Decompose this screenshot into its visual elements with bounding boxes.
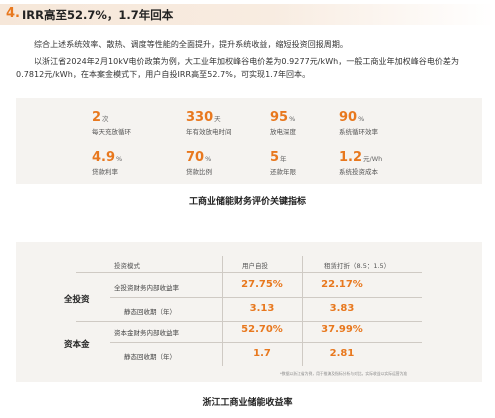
table-caption: 浙江工商业储能收益率 — [202, 398, 293, 408]
metric-label: 放电深度 — [270, 128, 296, 136]
metric-value: 2 — [92, 110, 102, 125]
header-mode: 投资模式 — [114, 262, 140, 270]
group-equity: 资本金 — [64, 340, 90, 350]
row-label: 资本金财务内部收益率 — [114, 329, 179, 337]
metric-efficiency: 90% 系统循环效率 — [339, 110, 378, 136]
cell-lease: 3.83 — [329, 303, 355, 314]
metric-label: 系统投资成本 — [339, 168, 378, 176]
cell-user: 3.13 — [249, 303, 275, 314]
metric-value: 1.2 — [339, 150, 363, 165]
metric-label: 年有效放电时间 — [186, 128, 232, 136]
metrics-panel: 2次 每天充放循环 330天 年有效放电时间 95% 放电深度 90% 系统循环… — [16, 98, 482, 184]
metric-value: 90 — [339, 110, 358, 125]
metric-unit: % — [116, 155, 123, 163]
column-divider — [222, 256, 223, 366]
section-number: 4. — [6, 6, 20, 21]
group-full-investment: 全投资 — [64, 295, 90, 305]
metric-label: 贷款利率 — [92, 168, 118, 176]
cell-user: 1.7 — [253, 348, 271, 359]
metric-discharge-days: 330天 年有效放电时间 — [186, 110, 232, 136]
metric-value: 5 — [270, 150, 280, 165]
metric-value: 4.9 — [92, 150, 116, 165]
column-divider — [302, 256, 303, 366]
cell-lease: 22.17% — [321, 279, 363, 290]
metric-loan-ratio: 70% 贷款比例 — [186, 150, 212, 176]
table-footnote: *数据以浙江省为例，用于推演及指标分析与对比，实际收益以实际运营为准 — [280, 371, 408, 376]
metric-repay-years: 5年 还款年限 — [270, 150, 296, 176]
metric-value: 95 — [270, 110, 289, 125]
metric-loan-rate: 4.9% 贷款利率 — [92, 150, 122, 176]
metric-unit: 年 — [280, 155, 287, 163]
row-label: 全投资财务内部收益率 — [114, 284, 179, 292]
header-user: 用户自投 — [242, 262, 268, 270]
metrics-caption: 工商业储能财务评价关键指标 — [188, 197, 306, 207]
section-title: IRR高至52.7%，1.7年回本 — [22, 8, 174, 22]
metric-cycles: 2次 每天充放循环 — [92, 110, 131, 136]
metric-depth: 95% 放电深度 — [270, 110, 296, 136]
metric-system-cost: 1.2元/Wh 系统投资成本 — [339, 150, 382, 176]
group-divider — [76, 321, 422, 322]
metric-value: 330 — [186, 110, 214, 125]
metric-unit: % — [205, 155, 212, 163]
cell-lease: 37.99% — [321, 324, 363, 335]
metric-label: 系统循环效率 — [339, 128, 378, 136]
cell-user: 52.70% — [241, 324, 283, 335]
example-paragraph: 以浙江省2024年2月10kV电价政策为例，大工业年加权峰谷电价差为0.9277… — [16, 57, 460, 79]
metric-value: 70 — [186, 150, 205, 165]
metric-unit: 元/Wh — [363, 155, 383, 163]
metric-unit: 天 — [214, 115, 221, 123]
metric-unit: % — [358, 115, 365, 123]
returns-table: 投资模式 用户自投 租赁打折（8.5：1.5） 全投资 全投资财务内部收益率 2… — [16, 242, 482, 382]
metric-label: 还款年限 — [270, 168, 296, 176]
row-divider — [110, 297, 422, 298]
cell-user: 27.75% — [241, 279, 283, 290]
intro-paragraph: 综合上述系统效率、散热、调度等性能的全面提升，提升系统收益，缩短投资回报周期。 — [34, 40, 348, 49]
header-lease: 租赁打折（8.5：1.5） — [324, 262, 391, 270]
cell-lease: 2.81 — [329, 348, 355, 359]
metric-label: 贷款比例 — [186, 168, 212, 176]
header-divider — [76, 272, 422, 273]
metric-label: 每天充放循环 — [92, 128, 131, 136]
metric-unit: 次 — [102, 115, 109, 123]
row-divider — [110, 342, 422, 343]
section-header: 4. IRR高至52.7%，1.7年回本 — [0, 4, 495, 25]
metric-unit: % — [289, 115, 296, 123]
row-label: 静态回收期（年） — [124, 353, 176, 361]
row-label: 静态回收期（年） — [124, 308, 176, 316]
